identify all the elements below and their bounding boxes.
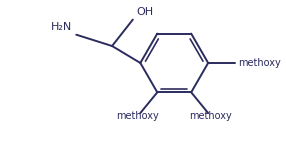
Text: methoxy: methoxy (190, 111, 232, 121)
Text: OH: OH (137, 7, 154, 17)
Text: H₂N: H₂N (51, 22, 73, 32)
Text: methoxy: methoxy (116, 111, 159, 121)
Text: methoxy: methoxy (238, 58, 281, 68)
